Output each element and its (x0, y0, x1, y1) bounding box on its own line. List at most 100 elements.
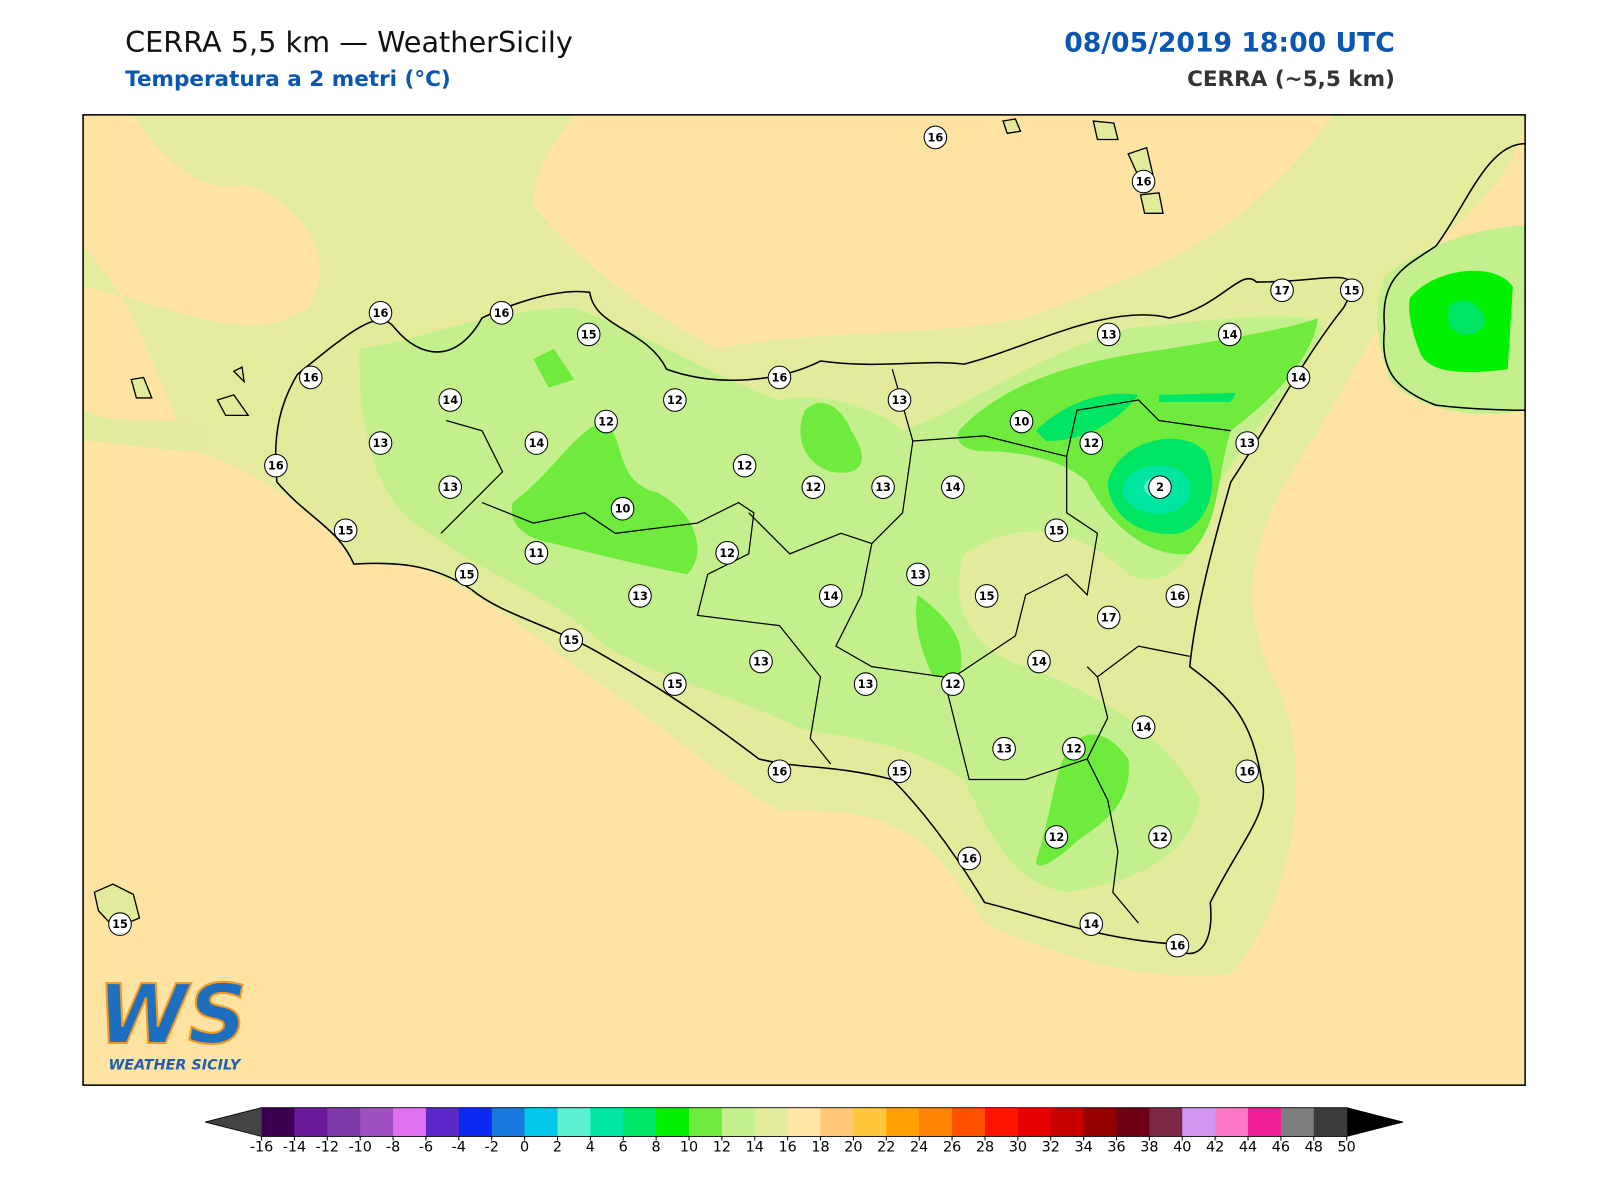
station-value: 16 (772, 765, 788, 778)
colorbar-tick-label: 0 (520, 1140, 529, 1156)
colder-zone (1448, 300, 1486, 335)
colorbar-tick-label: -12 (316, 1140, 339, 1156)
colorbar-tick-label: -10 (348, 1140, 371, 1156)
station-marker (1096, 605, 1121, 630)
station-value: 16 (268, 460, 284, 473)
colorbar-segment (524, 1107, 558, 1137)
colorbar-tick-label: 50 (1338, 1140, 1356, 1156)
cold-zone (957, 317, 1318, 555)
station-marker (906, 562, 930, 587)
colorbar-tick-label: 2 (553, 1140, 562, 1156)
station-marker (767, 365, 792, 390)
colorbar-tick-label: 30 (1009, 1140, 1027, 1156)
station-marker (923, 125, 948, 150)
colorbar-segment (984, 1107, 1019, 1137)
station-value: 14 (442, 394, 458, 407)
station-marker (1148, 825, 1172, 849)
colorbar-segment (1182, 1107, 1216, 1137)
station-marker (887, 759, 912, 784)
colorbar-tick-label: 6 (619, 1140, 628, 1156)
station-marker (767, 759, 792, 784)
station-marker (1148, 475, 1172, 499)
station-marker (853, 672, 878, 696)
colorbar-tick-label: 14 (746, 1140, 764, 1156)
stations: 16 16 16 16 15 17 15 16 14 12 16 13 13 14 14 12 10 13 14 12… (108, 125, 1364, 958)
station-value: 15 (459, 568, 475, 581)
colorbar-segment (919, 1107, 953, 1137)
station-value: 13 (373, 437, 389, 450)
station-value: 13 (753, 656, 769, 669)
colorbar-segment (1280, 1107, 1315, 1137)
datetime: 08/05/2019 18:00 UTC (1064, 28, 1395, 59)
colorbar: -16 -14 -12 -10 -8 -6 -4 -2 0 2 4 6 8 10 12 14 16 18 20 22 2… (205, 1107, 1404, 1156)
coastline (1382, 142, 1526, 412)
station-value: 16 (373, 307, 389, 320)
colorbar-segment (1248, 1107, 1282, 1137)
station-marker (992, 736, 1016, 761)
station-value: 14 (1031, 656, 1047, 669)
station-marker (1062, 736, 1086, 761)
station-marker (1044, 518, 1069, 543)
cold-zone (511, 420, 698, 575)
station-value: 17 (1274, 284, 1290, 297)
station-marker (524, 541, 549, 565)
station-value: 16 (1239, 765, 1255, 778)
station-marker (1044, 825, 1069, 849)
colorbar-tick-label: 4 (586, 1140, 595, 1156)
station-marker (610, 496, 635, 521)
colorbar-tick-label: 24 (910, 1140, 928, 1156)
station-value: 15 (563, 634, 579, 647)
colorbar-tick-label: 20 (844, 1140, 862, 1156)
station-marker (1096, 322, 1121, 347)
station-value: 14 (1136, 721, 1152, 734)
station-marker (887, 388, 912, 412)
station-value: 12 (598, 416, 614, 429)
colorbar-tick-label: 44 (1239, 1140, 1257, 1156)
station-value: 12 (719, 547, 735, 560)
station-value: 16 (772, 371, 788, 384)
colorbar-segment (1215, 1107, 1249, 1137)
station-value: 15 (892, 765, 908, 778)
station-marker (1079, 912, 1104, 936)
station-value: 16 (303, 371, 319, 384)
station-marker (1165, 584, 1190, 608)
station-marker (108, 912, 132, 936)
station-marker (941, 475, 965, 499)
station-value: 16 (1170, 590, 1186, 603)
station-marker (1079, 431, 1104, 455)
station-marker (818, 584, 843, 608)
station-value: 10 (1014, 416, 1030, 429)
station-value: 13 (632, 590, 648, 603)
colorbar-segment (1149, 1107, 1183, 1137)
station-value: 15 (1049, 524, 1065, 537)
mild-zone (83, 410, 206, 452)
colorbar-tick-label: 34 (1074, 1140, 1092, 1156)
colorbar-segment (689, 1107, 723, 1137)
map-frame (82, 114, 1526, 1086)
colorbar-segment (1017, 1107, 1052, 1137)
station-value: 13 (910, 568, 926, 581)
station-marker (1339, 278, 1364, 303)
station-value: 12 (805, 481, 821, 494)
station-value: 16 (1170, 940, 1186, 953)
station-value: 12 (737, 460, 753, 473)
station-marker (715, 541, 739, 565)
station-marker (732, 453, 757, 478)
colorbar-tick-label: -4 (452, 1140, 466, 1156)
station-value: 12 (1049, 831, 1065, 844)
colorbar-segment (261, 1107, 295, 1137)
station-value: 13 (442, 481, 458, 494)
colorbar-tick-label: 8 (652, 1140, 661, 1156)
colorbar-tick-label: 38 (1140, 1140, 1158, 1156)
station-value: 11 (529, 547, 545, 560)
colorbar-tick-label: 36 (1107, 1140, 1125, 1156)
station-marker (524, 431, 549, 455)
station-marker (594, 409, 618, 434)
station-marker (749, 649, 773, 674)
model-label: CERRA (~5,5 km) (1187, 67, 1395, 92)
colorbar-segment (294, 1107, 328, 1137)
station-value: 14 (529, 437, 545, 450)
colorbar-segment (853, 1107, 887, 1137)
station-value: 15 (667, 678, 683, 691)
station-value: 13 (996, 743, 1012, 756)
